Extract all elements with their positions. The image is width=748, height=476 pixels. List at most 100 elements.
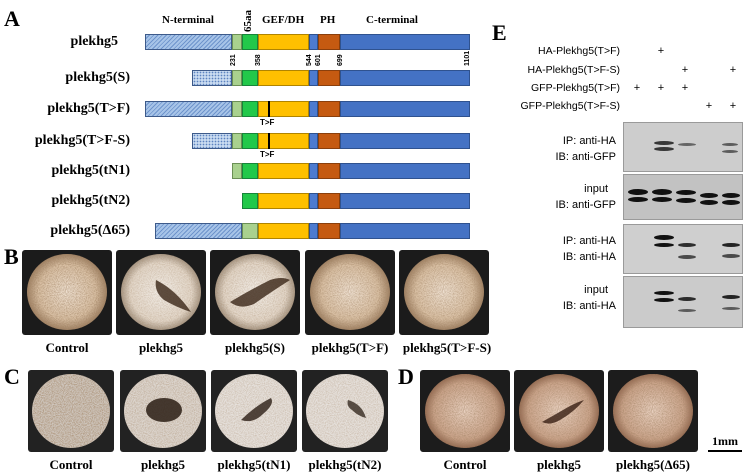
segment-linker [232, 133, 242, 149]
blot-band [652, 189, 672, 195]
segment-spacer [309, 193, 318, 209]
segment-ph [318, 101, 340, 117]
panel-letter-d: D [398, 364, 414, 389]
segment-ph [318, 70, 340, 86]
domain-label-c-terminal: C-terminal [366, 14, 418, 26]
lane-mark: + [729, 100, 737, 112]
embryo-image-plekhg5-d65 [608, 370, 698, 452]
position-label-699: 699 [337, 54, 344, 66]
segment-c-terminal [340, 70, 470, 86]
construct-label-plekhg5-d65: plekhg5(Δ65) [50, 223, 130, 238]
blot-band [654, 147, 674, 151]
embryo-label-plekhg5-tn1: plekhg5(tN1) [217, 457, 291, 472]
construct-row-label: GFP-Plekhg5(T>F-S) [520, 100, 620, 112]
blot-band [700, 193, 718, 198]
segment-c-terminal [340, 193, 470, 209]
segment-gef-dh [258, 223, 309, 239]
blot-band [654, 235, 674, 240]
segment-linker [232, 101, 242, 117]
segment-n-terminal [155, 223, 242, 239]
blot-label-line2: IB: anti-GFP [555, 199, 616, 211]
embryo-label-plekhg5-tn2: plekhg5(tN2) [308, 457, 382, 472]
blot-label-line1: IP: anti-HA [562, 235, 616, 247]
blot-band [654, 141, 674, 145]
segment-ph [318, 163, 340, 179]
blot-input-ib-ha [623, 276, 743, 328]
segment-spacer [309, 70, 318, 86]
lane-mark: + [729, 64, 737, 76]
blot-band [654, 298, 674, 302]
lane-mark: + [657, 45, 665, 57]
construct-row-label: HA-Plekhg5(T>F) [538, 45, 620, 57]
segment-linker [232, 163, 242, 179]
position-label-358: 358 [255, 54, 262, 66]
lane-mark: + [681, 64, 689, 76]
construct-label-plekhg5-tn2: plekhg5(tN2) [51, 193, 130, 208]
embryo-image-plekhg5 [120, 370, 206, 452]
segment-c-terminal [340, 163, 470, 179]
lane-mark: + [657, 82, 665, 94]
construct-label-plekhg5: plekhg5 [70, 34, 118, 49]
lane-mark: + [633, 82, 641, 94]
segment-c-terminal [340, 101, 470, 117]
segment-c-terminal [340, 133, 470, 149]
construct-row-label: GFP-Plekhg5(T>F) [531, 82, 620, 94]
scale-bar-label: 1mm [712, 434, 738, 448]
segment-65aa [242, 193, 258, 209]
embryo-label-plekhg5-s: plekhg5(S) [225, 340, 285, 355]
embryo-image-control [420, 370, 510, 452]
blot-band [676, 190, 696, 195]
position-label-544: 544 [306, 54, 313, 66]
construct-label-plekhg5-tf: plekhg5(T>F) [47, 101, 130, 116]
embryo-label-plekhg5: plekhg5 [138, 340, 184, 355]
blot-label-line2: IB: anti-HA [562, 300, 616, 312]
segment-c-terminal [340, 223, 470, 239]
blot-band [628, 197, 648, 202]
segment-gef-dh [258, 163, 309, 179]
segment-n-terminal [145, 101, 232, 117]
segment-spacer [309, 34, 318, 50]
blot-band [678, 143, 696, 146]
construct-label-plekhg5-tn1: plekhg5(tN1) [51, 163, 130, 178]
segment-short-n-terminal [192, 70, 232, 86]
segment-65aa [242, 101, 258, 117]
blot-band [678, 243, 696, 247]
blot-band [722, 307, 740, 310]
segment-linker [232, 34, 242, 50]
embryo-label-plekhg5: plekhg5 [536, 457, 582, 472]
position-label-231: 231 [230, 54, 237, 66]
segment-linker [232, 70, 242, 86]
domain-label-ph: PH [320, 14, 336, 26]
segment-short-n-terminal [192, 133, 232, 149]
panel-letter-a: A [4, 6, 20, 31]
segment-linker [242, 223, 258, 239]
domain-label-gef-dh: GEF/DH [262, 14, 305, 26]
lane-mark: + [705, 100, 713, 112]
blot-ip-ha-ib-ha [623, 224, 743, 274]
segment-ph [318, 223, 340, 239]
segment-spacer [309, 101, 318, 117]
panel-letter-c: C [4, 364, 20, 389]
embryo-image-plekhg5-tf [305, 250, 395, 335]
blot-band [722, 150, 738, 153]
embryo-label-plekhg5-tf: plekhg5(T>F) [311, 340, 389, 355]
segment-gef-dh [258, 70, 309, 86]
embryo-image-plekhg5-tf-s [399, 250, 489, 335]
embryo-label-control: Control [443, 457, 487, 472]
segment-65aa [242, 133, 258, 149]
blot-band [722, 243, 740, 247]
mutation-mark [268, 133, 270, 149]
segment-ph [318, 34, 340, 50]
embryo-label-plekhg5-tf-s: plekhg5(T>F-S) [402, 340, 492, 355]
blot-band [722, 193, 740, 198]
embryo-image-control [22, 250, 112, 335]
panel-letter-e: E [492, 20, 507, 45]
embryo-image-plekhg5-tn1 [211, 370, 297, 452]
segment-gef-dh [258, 101, 309, 117]
domain-label-n-terminal: N-terminal [162, 14, 214, 26]
blot-band [676, 198, 696, 203]
embryo-image-plekhg5 [514, 370, 604, 452]
segment-c-terminal [340, 34, 470, 50]
blot-band [722, 254, 740, 258]
segment-ph [318, 133, 340, 149]
